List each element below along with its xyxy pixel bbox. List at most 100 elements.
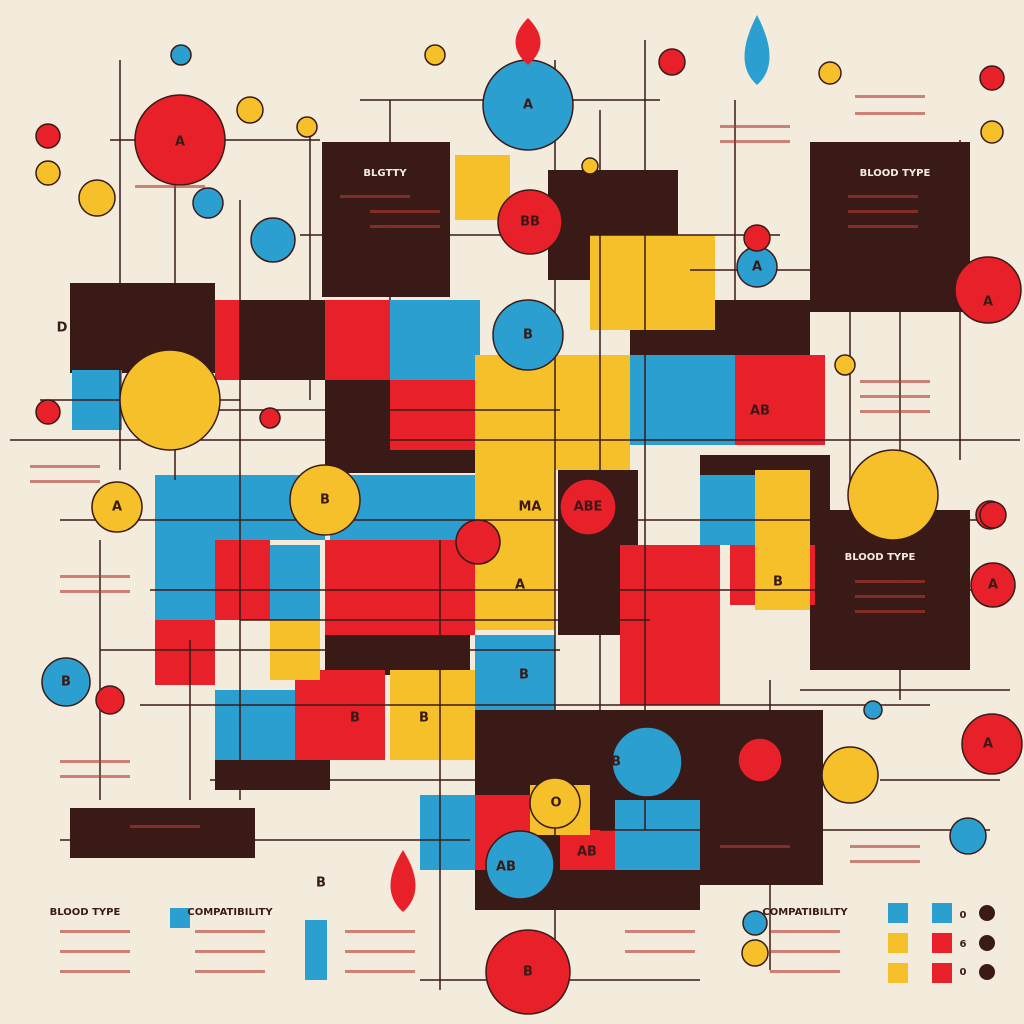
node-circle [949,817,987,855]
legend-dot [979,935,995,951]
block [390,380,475,450]
node-circle [170,44,192,66]
text-line [345,950,415,953]
block [305,920,327,980]
node-circle [91,481,143,533]
node-label: AB [496,860,516,875]
text-line [720,845,790,848]
block [155,475,215,545]
text-line [625,950,695,953]
legend-swatch [932,933,952,953]
text-line [30,465,100,468]
node-circle [41,657,91,707]
block [420,795,475,870]
text-line [345,970,415,973]
text-line [855,595,925,598]
node-label: B [419,711,429,726]
node-circle [559,478,617,536]
text-line [855,580,925,583]
node-label: O [550,796,561,811]
label: BLOOD TYPE [860,168,931,179]
node-circle [743,224,771,252]
text-line [195,930,265,933]
node-label: B [519,668,529,683]
node-label: B [316,876,326,891]
text-line [370,210,440,213]
node-label: A [112,500,122,515]
legend-swatch [170,908,190,928]
text-line [848,210,918,213]
block [390,670,475,760]
node-circle [742,910,768,936]
block [700,475,760,545]
text-line [855,610,925,613]
node-label: A [752,260,762,275]
node-label: A [983,295,993,310]
text-line [855,112,925,115]
label: 6 [960,939,967,950]
node-label: B [320,493,330,508]
block [325,635,470,675]
node-label: B [523,965,533,980]
node-circle [35,123,61,149]
text-line [860,395,930,398]
block [70,808,255,858]
block [270,545,320,620]
text-line [850,845,920,848]
drop [744,15,770,85]
drop [515,18,541,65]
node-circle [847,449,939,541]
block [475,355,630,470]
block [755,470,810,610]
block [735,355,825,445]
text-line [370,225,440,228]
node-circle [236,96,264,124]
legend-dot [979,905,995,921]
text-line [720,140,790,143]
text-line [60,760,130,763]
drop [390,850,416,912]
text-line [130,825,200,828]
text-line [770,970,840,973]
node-circle [980,120,1004,144]
block [322,142,450,297]
node-circle [35,399,61,425]
text-line [850,860,920,863]
text-line [60,930,130,933]
label: BLGTTY [363,168,407,179]
node-circle [529,777,581,829]
label: COMPATIBILITY [187,907,273,918]
node-label: A [175,135,185,150]
node-label: B [523,328,533,343]
node-label: B [61,675,71,690]
node-label: ABE [574,500,603,515]
block [475,635,555,710]
block [215,760,330,790]
block [698,710,823,885]
node-circle [737,737,783,783]
text-line [30,480,100,483]
node-circle [497,189,563,255]
text-line [60,575,130,578]
legend-swatch [888,963,908,983]
block [325,300,390,380]
node-circle [289,464,361,536]
text-line [860,380,930,383]
legend-swatch [888,903,908,923]
block [215,690,295,760]
label: COMPATIBILITY [762,907,848,918]
block [620,545,720,705]
text-line [340,195,410,198]
text-line [345,930,415,933]
legend-swatch [888,933,908,953]
node-circle [35,160,61,186]
node-label: A [983,737,993,752]
node-circle [78,179,116,217]
node-label: BB [520,215,540,230]
node-circle [296,116,318,138]
label: BLOOD TYPE [50,907,121,918]
block [590,235,715,330]
node-circle [961,713,1023,775]
text-line [848,195,918,198]
